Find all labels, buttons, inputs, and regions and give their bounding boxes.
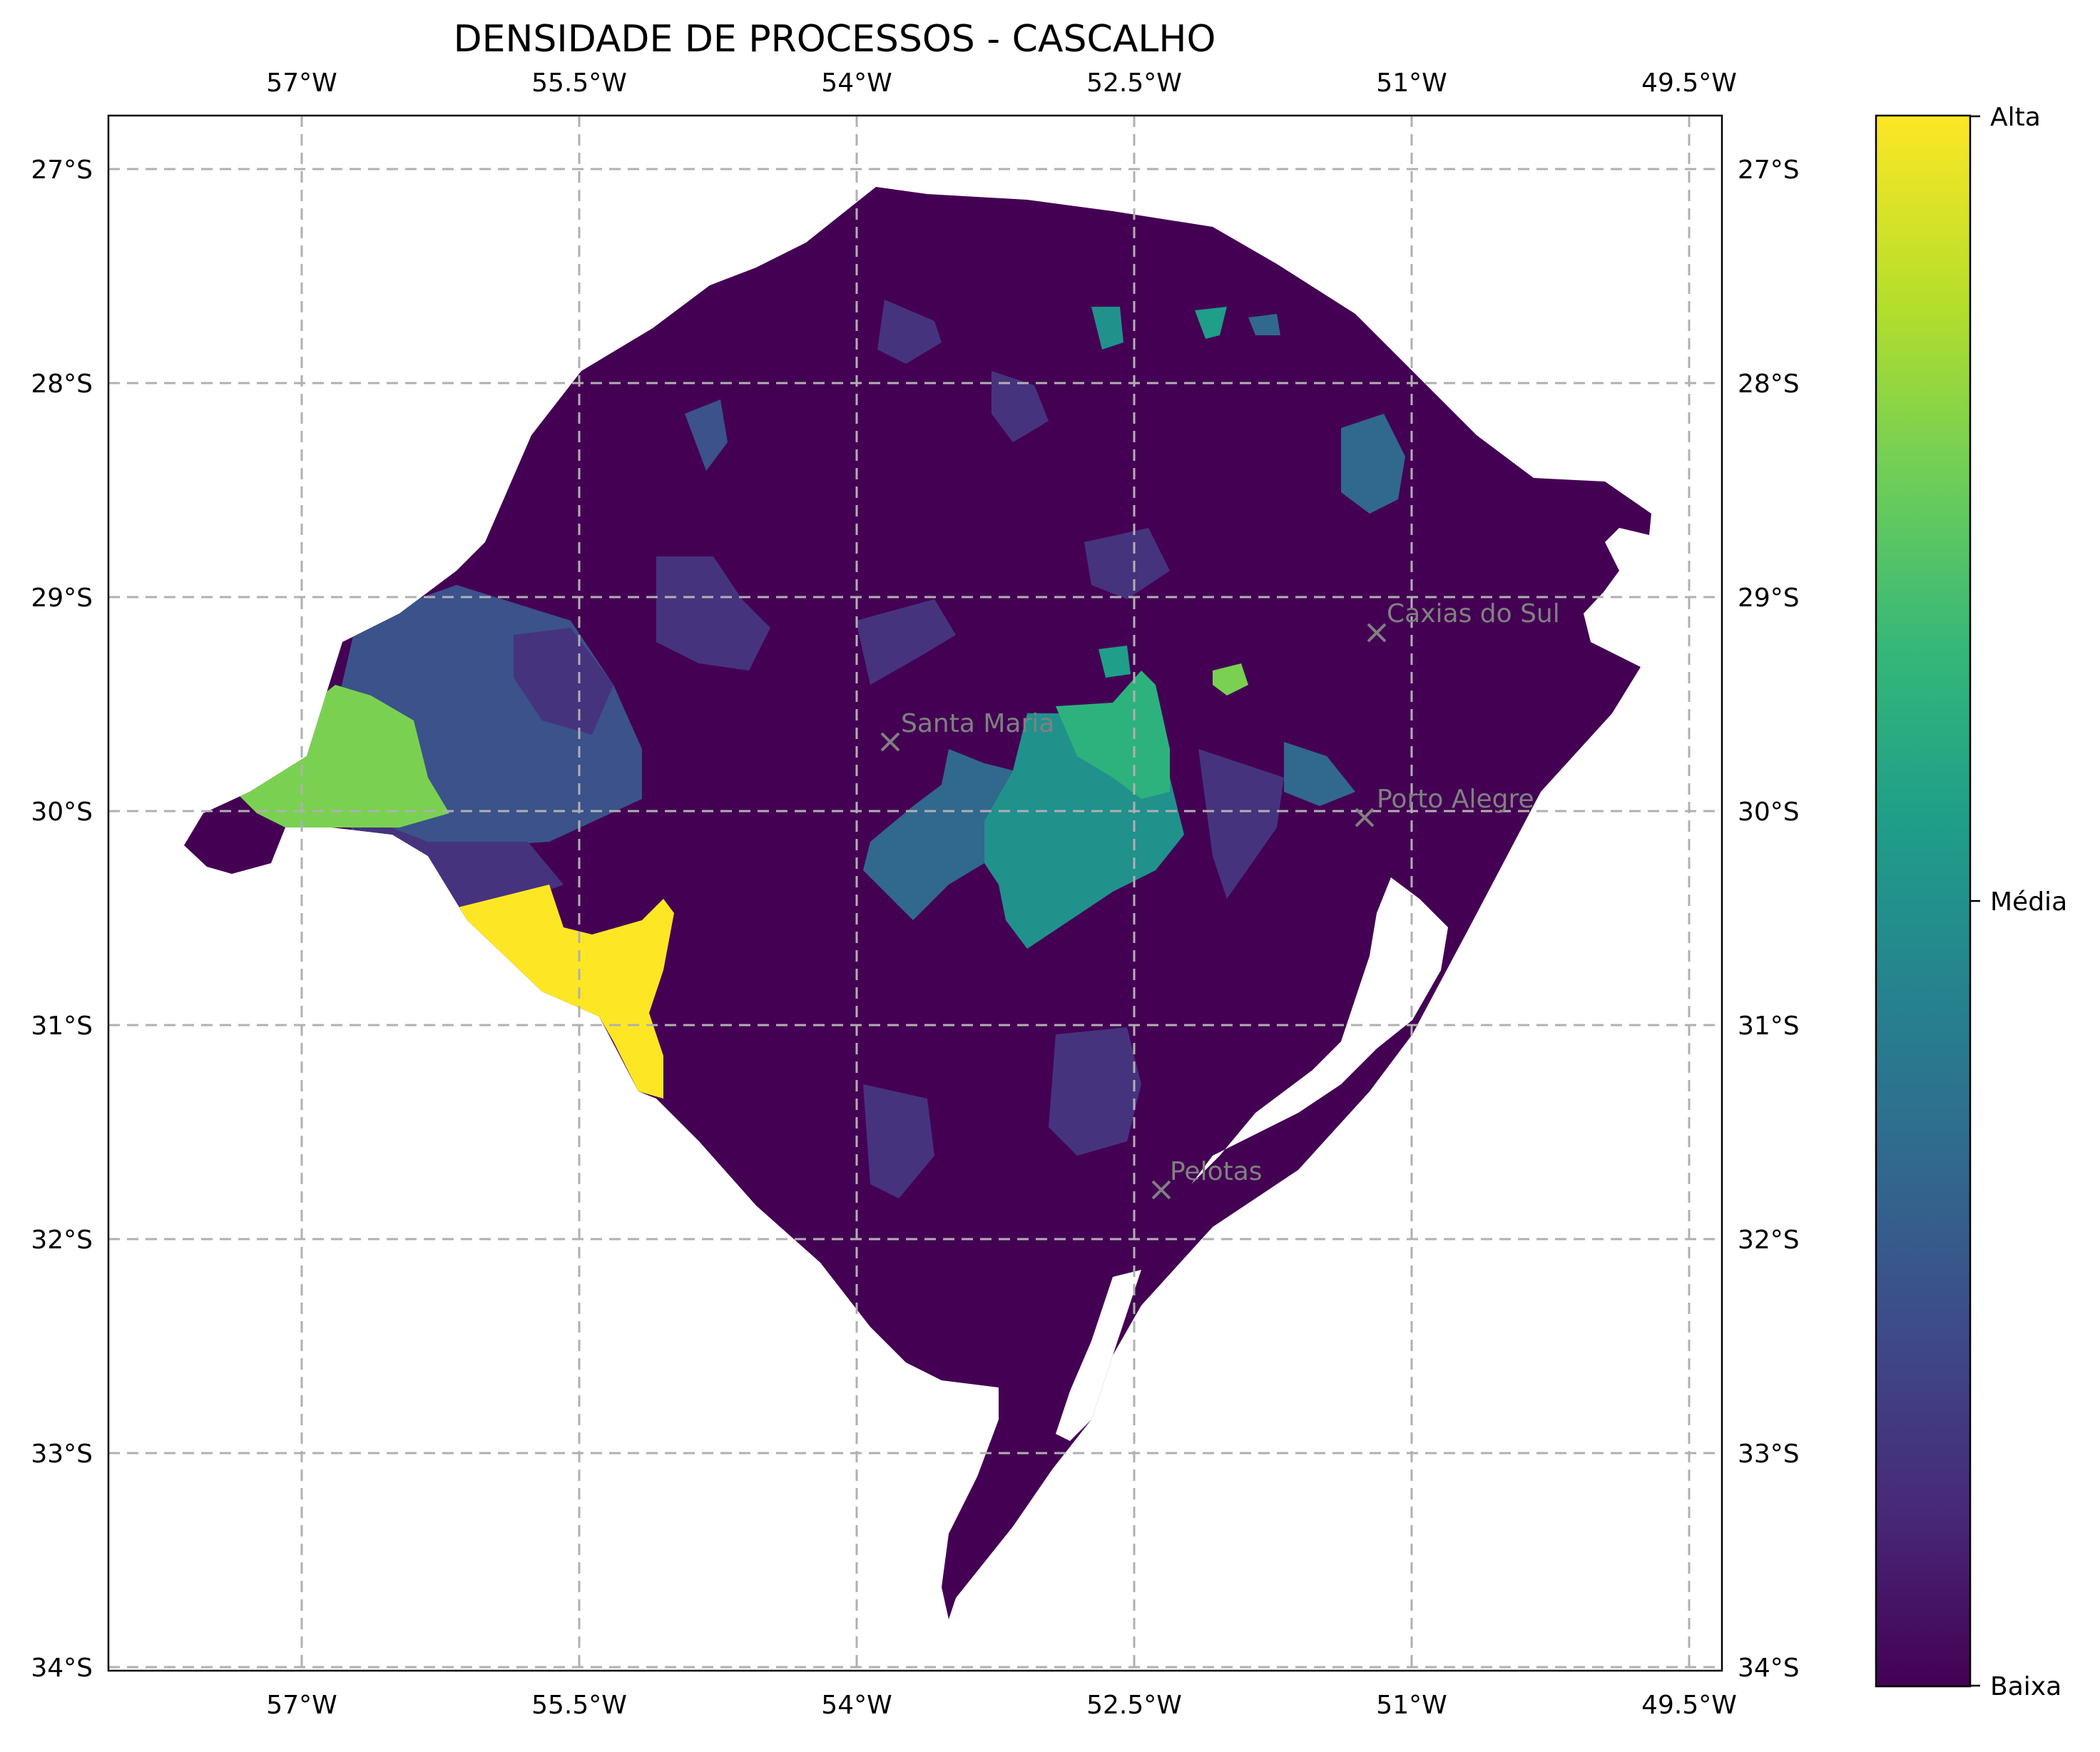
lat-tick-label: 29°S <box>31 584 93 613</box>
city-label: Porto Alegre <box>1377 785 1534 814</box>
city-markers: Caxias do Sul Santa Maria Porto Alegre P… <box>880 599 1560 1200</box>
lat-ticks-right: 27°S 28°S 29°S 30°S 31°S 32°S 33°S 34°S <box>1738 156 1800 1683</box>
map-title: DENSIDADE DE PROCESSOS - CASCALHO <box>454 18 1216 61</box>
region-central-teal-small <box>1099 646 1131 678</box>
city-label: Caxias do Sul <box>1387 599 1560 628</box>
region-central-blue <box>863 749 1013 920</box>
lon-tick-label: 57°W <box>266 1691 337 1720</box>
region-low-mid-f <box>877 300 942 364</box>
lon-tick-label: 49.5°W <box>1641 1691 1737 1720</box>
city-label: Santa Maria <box>901 709 1054 738</box>
lat-tick-label: 30°S <box>1738 798 1800 827</box>
lat-tick-label: 32°S <box>1738 1226 1800 1255</box>
region-low-mid-h <box>1084 528 1170 599</box>
colorbar-label-mid: Média <box>1990 887 2067 917</box>
lon-tick-label: 51°W <box>1376 1691 1447 1720</box>
region-uruguaiana-high-mid <box>235 685 449 827</box>
lon-tick-label: 54°W <box>821 68 892 98</box>
lon-tick-label: 52.5°W <box>1086 1691 1182 1720</box>
lon-ticks-bottom: 57°W 55.5°W 54°W 52.5°W 51°W 49.5°W <box>266 1691 1737 1720</box>
lat-tick-label: 31°S <box>1738 1012 1800 1041</box>
axes-frame <box>107 114 1723 1672</box>
lon-tick-label: 54°W <box>821 1691 892 1720</box>
lat-tick-label: 27°S <box>31 156 93 185</box>
lat-tick-label: 29°S <box>1738 584 1800 613</box>
region-north-blue <box>1341 414 1405 514</box>
region-west-low-mid <box>335 806 564 920</box>
lat-tick-label: 34°S <box>31 1654 93 1683</box>
region-central-mid-high <box>1056 671 1170 799</box>
lat-tick-label: 33°S <box>1738 1440 1800 1469</box>
city-marker-porto-alegre: Porto Alegre <box>1355 785 1534 827</box>
region-north-blue-2 <box>1248 314 1280 335</box>
region-alegrete-low-mid <box>514 628 613 735</box>
lat-tick-label: 31°S <box>31 1012 93 1041</box>
graticule <box>108 116 1722 1671</box>
city-marker-pelotas: Pelotas <box>1151 1157 1263 1200</box>
colorbar-gradient <box>1875 114 1972 1688</box>
lagoa-mirim <box>1056 1270 1141 1441</box>
city-marker-caxias-do-sul: Caxias do Sul <box>1367 599 1560 643</box>
lagoa-dos-patos <box>1191 877 1448 1184</box>
region-low-mid-a <box>656 556 770 671</box>
lon-tick-label: 55.5°W <box>531 1691 627 1720</box>
region-low-mid-e <box>1198 749 1284 899</box>
lon-tick-label: 49.5°W <box>1641 68 1737 98</box>
lon-tick-label: 51°W <box>1376 68 1447 98</box>
region-low-mid-c <box>1049 1027 1141 1156</box>
lon-tick-label: 57°W <box>266 68 337 98</box>
lat-tick-label: 33°S <box>31 1440 93 1469</box>
lon-ticks-top: 57°W 55.5°W 54°W 52.5°W 51°W 49.5°W <box>266 68 1737 98</box>
lat-tick-label: 34°S <box>1738 1654 1800 1683</box>
lat-tick-label: 32°S <box>31 1226 93 1255</box>
lat-tick-label: 28°S <box>1738 370 1800 399</box>
region-low-mid-g <box>992 371 1049 442</box>
colorbar-label-low: Baixa <box>1990 1672 2061 1701</box>
city-label: Pelotas <box>1170 1157 1263 1186</box>
lon-tick-label: 55.5°W <box>531 68 627 98</box>
city-marker-santa-maria: Santa Maria <box>880 709 1054 752</box>
lat-ticks-left: 27°S 28°S 29°S 30°S 31°S 32°S 33°S 34°S <box>31 156 93 1683</box>
region-caxias-high-mid <box>1213 663 1248 696</box>
region-north-teal-1 <box>1091 307 1123 350</box>
region-low-mid-i <box>685 399 728 471</box>
lat-tick-label: 28°S <box>31 370 93 399</box>
region-east-blue <box>1284 742 1355 806</box>
colorbar-label-high: Alta <box>1990 103 2041 132</box>
region-high <box>435 885 674 1099</box>
lat-tick-label: 30°S <box>31 798 93 827</box>
region-north-teal-2 <box>1195 307 1227 339</box>
region-low-mid-b <box>856 599 956 685</box>
colorbar: Alta Média Baixa <box>1875 103 2067 1701</box>
region-low-mid-d <box>863 1084 934 1198</box>
lat-tick-label: 27°S <box>1738 156 1800 185</box>
state-map <box>184 187 1651 1619</box>
lon-tick-label: 52.5°W <box>1086 68 1182 98</box>
